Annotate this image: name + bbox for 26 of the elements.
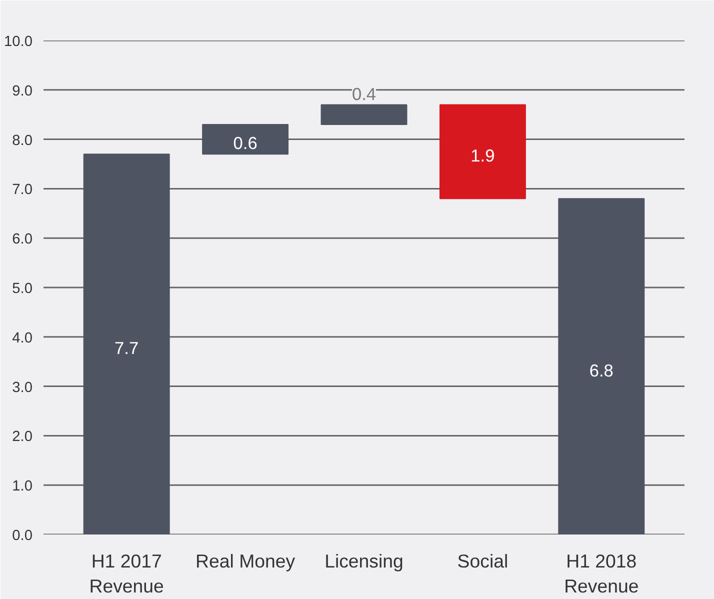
y-tick-label: 5.0: [12, 281, 32, 297]
bar: [202, 124, 289, 155]
y-tick-label: 7.0: [12, 182, 32, 198]
y-tick-label: 3.0: [12, 380, 32, 396]
x-tick-label: Licensing: [324, 550, 404, 572]
x-tick-label: Social: [457, 550, 508, 572]
bar: [558, 198, 645, 534]
data-label: 6.8: [589, 360, 614, 380]
y-tick-label: 4.0: [12, 330, 32, 346]
y-tick-label: 0.0: [12, 528, 32, 544]
x-tick-label: Real Money: [196, 550, 296, 572]
y-tick-label: 8.0: [12, 132, 32, 149]
data-label: 0.6: [233, 133, 258, 154]
y-tick-label: 2.0: [12, 429, 32, 446]
bar: [83, 154, 170, 534]
data-label: 0.4: [352, 84, 376, 104]
bar: [439, 104, 526, 200]
y-tick-label: 10.0: [4, 34, 33, 50]
y-tick-label: 1.0: [12, 478, 32, 495]
y-tick-label: 9.0: [12, 83, 32, 100]
bar: [320, 104, 408, 125]
x-tick-label: H1 2018 Revenue: [564, 550, 639, 597]
y-tick-label: 6.0: [12, 232, 32, 248]
data-label: 1.9: [470, 146, 495, 166]
data-label: 7.7: [114, 338, 139, 358]
x-tick-label: H1 2017 Revenue: [89, 550, 164, 597]
